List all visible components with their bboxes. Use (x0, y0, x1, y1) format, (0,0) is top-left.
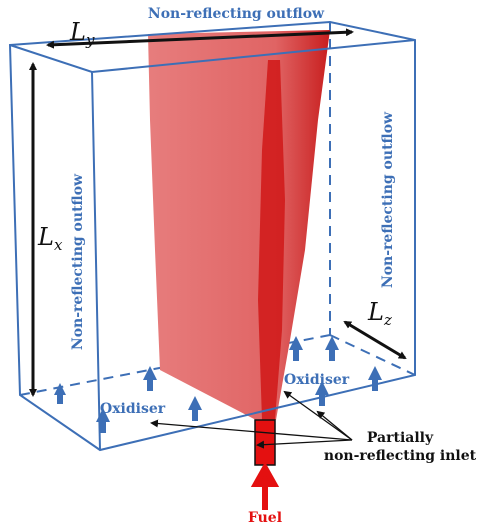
fuel-arrow (256, 468, 274, 510)
lx-label: Lx (37, 223, 63, 254)
inlet-label: non-reflecting inlet (324, 448, 477, 464)
left-outflow-label: Non-reflecting outflow (70, 173, 86, 350)
oxidiser-label: Oxidiser (284, 372, 350, 388)
ly-label: Ly (69, 18, 95, 49)
oxidiser-label: Oxidiser (100, 401, 166, 417)
inlet-label: Partially (367, 430, 434, 446)
fuel-label: Fuel (248, 510, 282, 526)
lz-label: Lz (367, 298, 392, 329)
diagram: Non-reflecting outflow Non-reflecting ou… (0, 0, 484, 526)
top-outflow-label: Non-reflecting outflow (148, 6, 325, 22)
right-outflow-label: Non-reflecting outflow (380, 111, 396, 288)
fuel-inlet (255, 420, 275, 465)
lz-arrow (345, 322, 405, 358)
flame (148, 30, 330, 420)
